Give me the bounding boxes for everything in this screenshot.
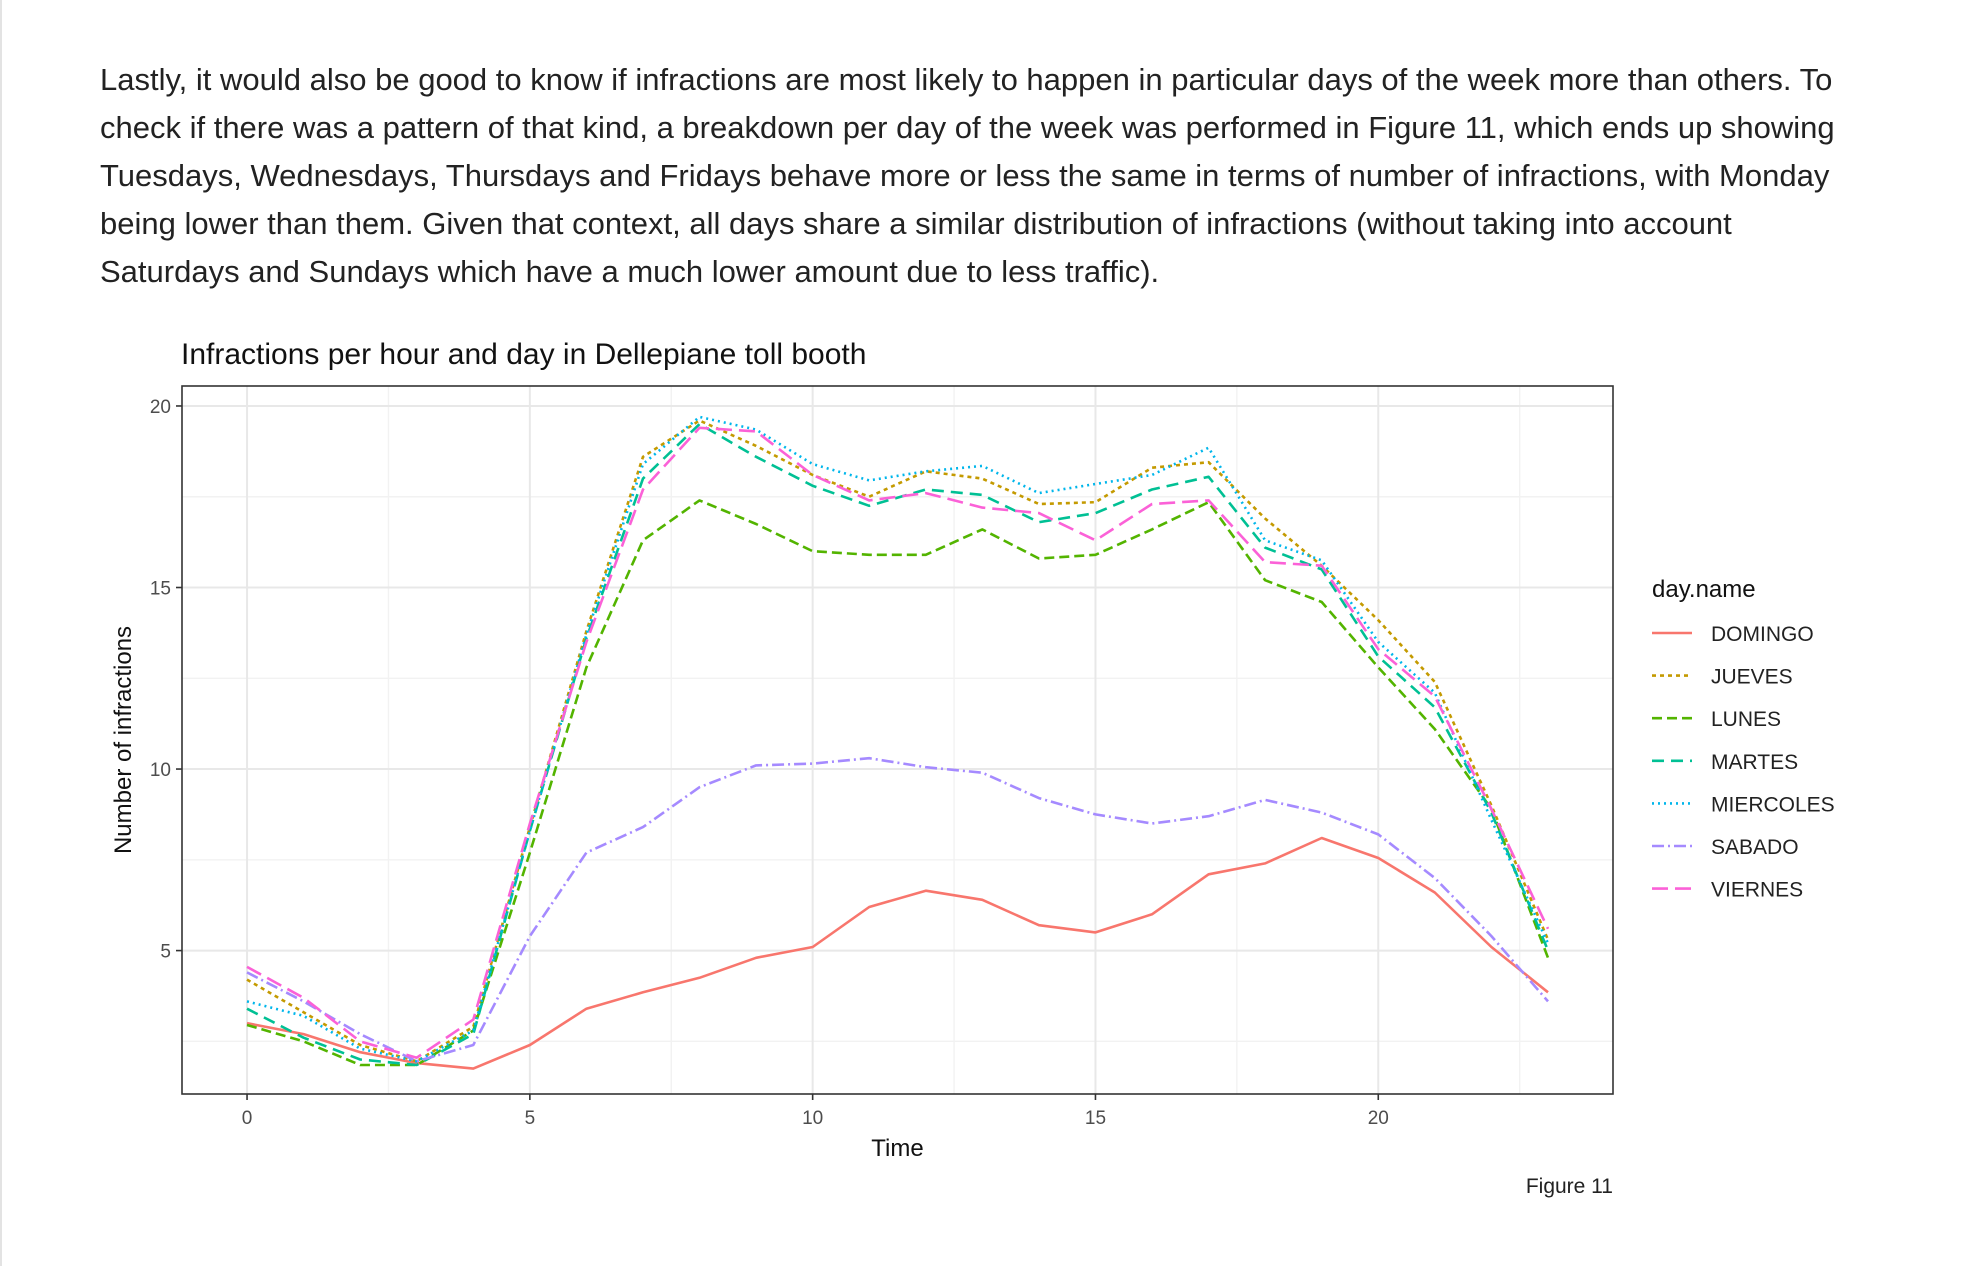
x-tick-label: 20: [1368, 1108, 1389, 1129]
y-tick-label: 10: [150, 760, 171, 781]
series-lines: [246, 415, 1550, 1070]
legend-label-martes: MARTES: [1711, 751, 1798, 774]
legend-label-lunes: LUNES: [1711, 708, 1781, 731]
series-line-sabado: [246, 756, 1549, 1063]
y-tick-label: 20: [150, 397, 171, 418]
x-tick-label: 5: [525, 1108, 536, 1129]
plot-frame: [181, 385, 1614, 1095]
legend-label-jueves: JUEVES: [1711, 666, 1793, 689]
x-tick-label: 10: [802, 1108, 823, 1129]
axes: 0 5 10 15 20 5 10 15 20: [150, 397, 1389, 1129]
legend: day.name DOMINGO JUEVES LUNES MARTES MIERCOL…: [1652, 576, 1835, 902]
x-tick-label: 0: [242, 1108, 253, 1129]
legend-label-domingo: DOMINGO: [1711, 623, 1814, 646]
x-axis-title: Time: [871, 1135, 923, 1162]
plot-panel: [182, 386, 1613, 1094]
series-line-martes: [246, 422, 1550, 1067]
chart-title: Infractions per hour and day in Dellepia…: [181, 338, 866, 371]
series-line-domingo: [246, 836, 1549, 1070]
figure-caption: Figure 11: [1526, 1175, 1613, 1198]
legend-title: day.name: [1652, 576, 1756, 603]
legend-label-viernes: VIERNES: [1711, 879, 1803, 902]
y-tick-label: 5: [160, 942, 171, 963]
page-left-border: [0, 0, 2, 1266]
plot-border: [181, 385, 1614, 1095]
body-paragraph: Lastly, it would also be good to know if…: [100, 62, 1835, 289]
legend-label-miercoles: MIERCOLES: [1711, 793, 1835, 816]
x-tick-label: 15: [1085, 1108, 1106, 1129]
gridlines: [182, 386, 1613, 1094]
y-tick-label: 15: [150, 579, 171, 600]
y-axis-title: Number of infractions: [110, 626, 137, 854]
legend-label-sabado: SABADO: [1711, 836, 1799, 859]
series-line-miercoles: [246, 415, 1550, 1063]
plot-background: [182, 386, 1613, 1094]
